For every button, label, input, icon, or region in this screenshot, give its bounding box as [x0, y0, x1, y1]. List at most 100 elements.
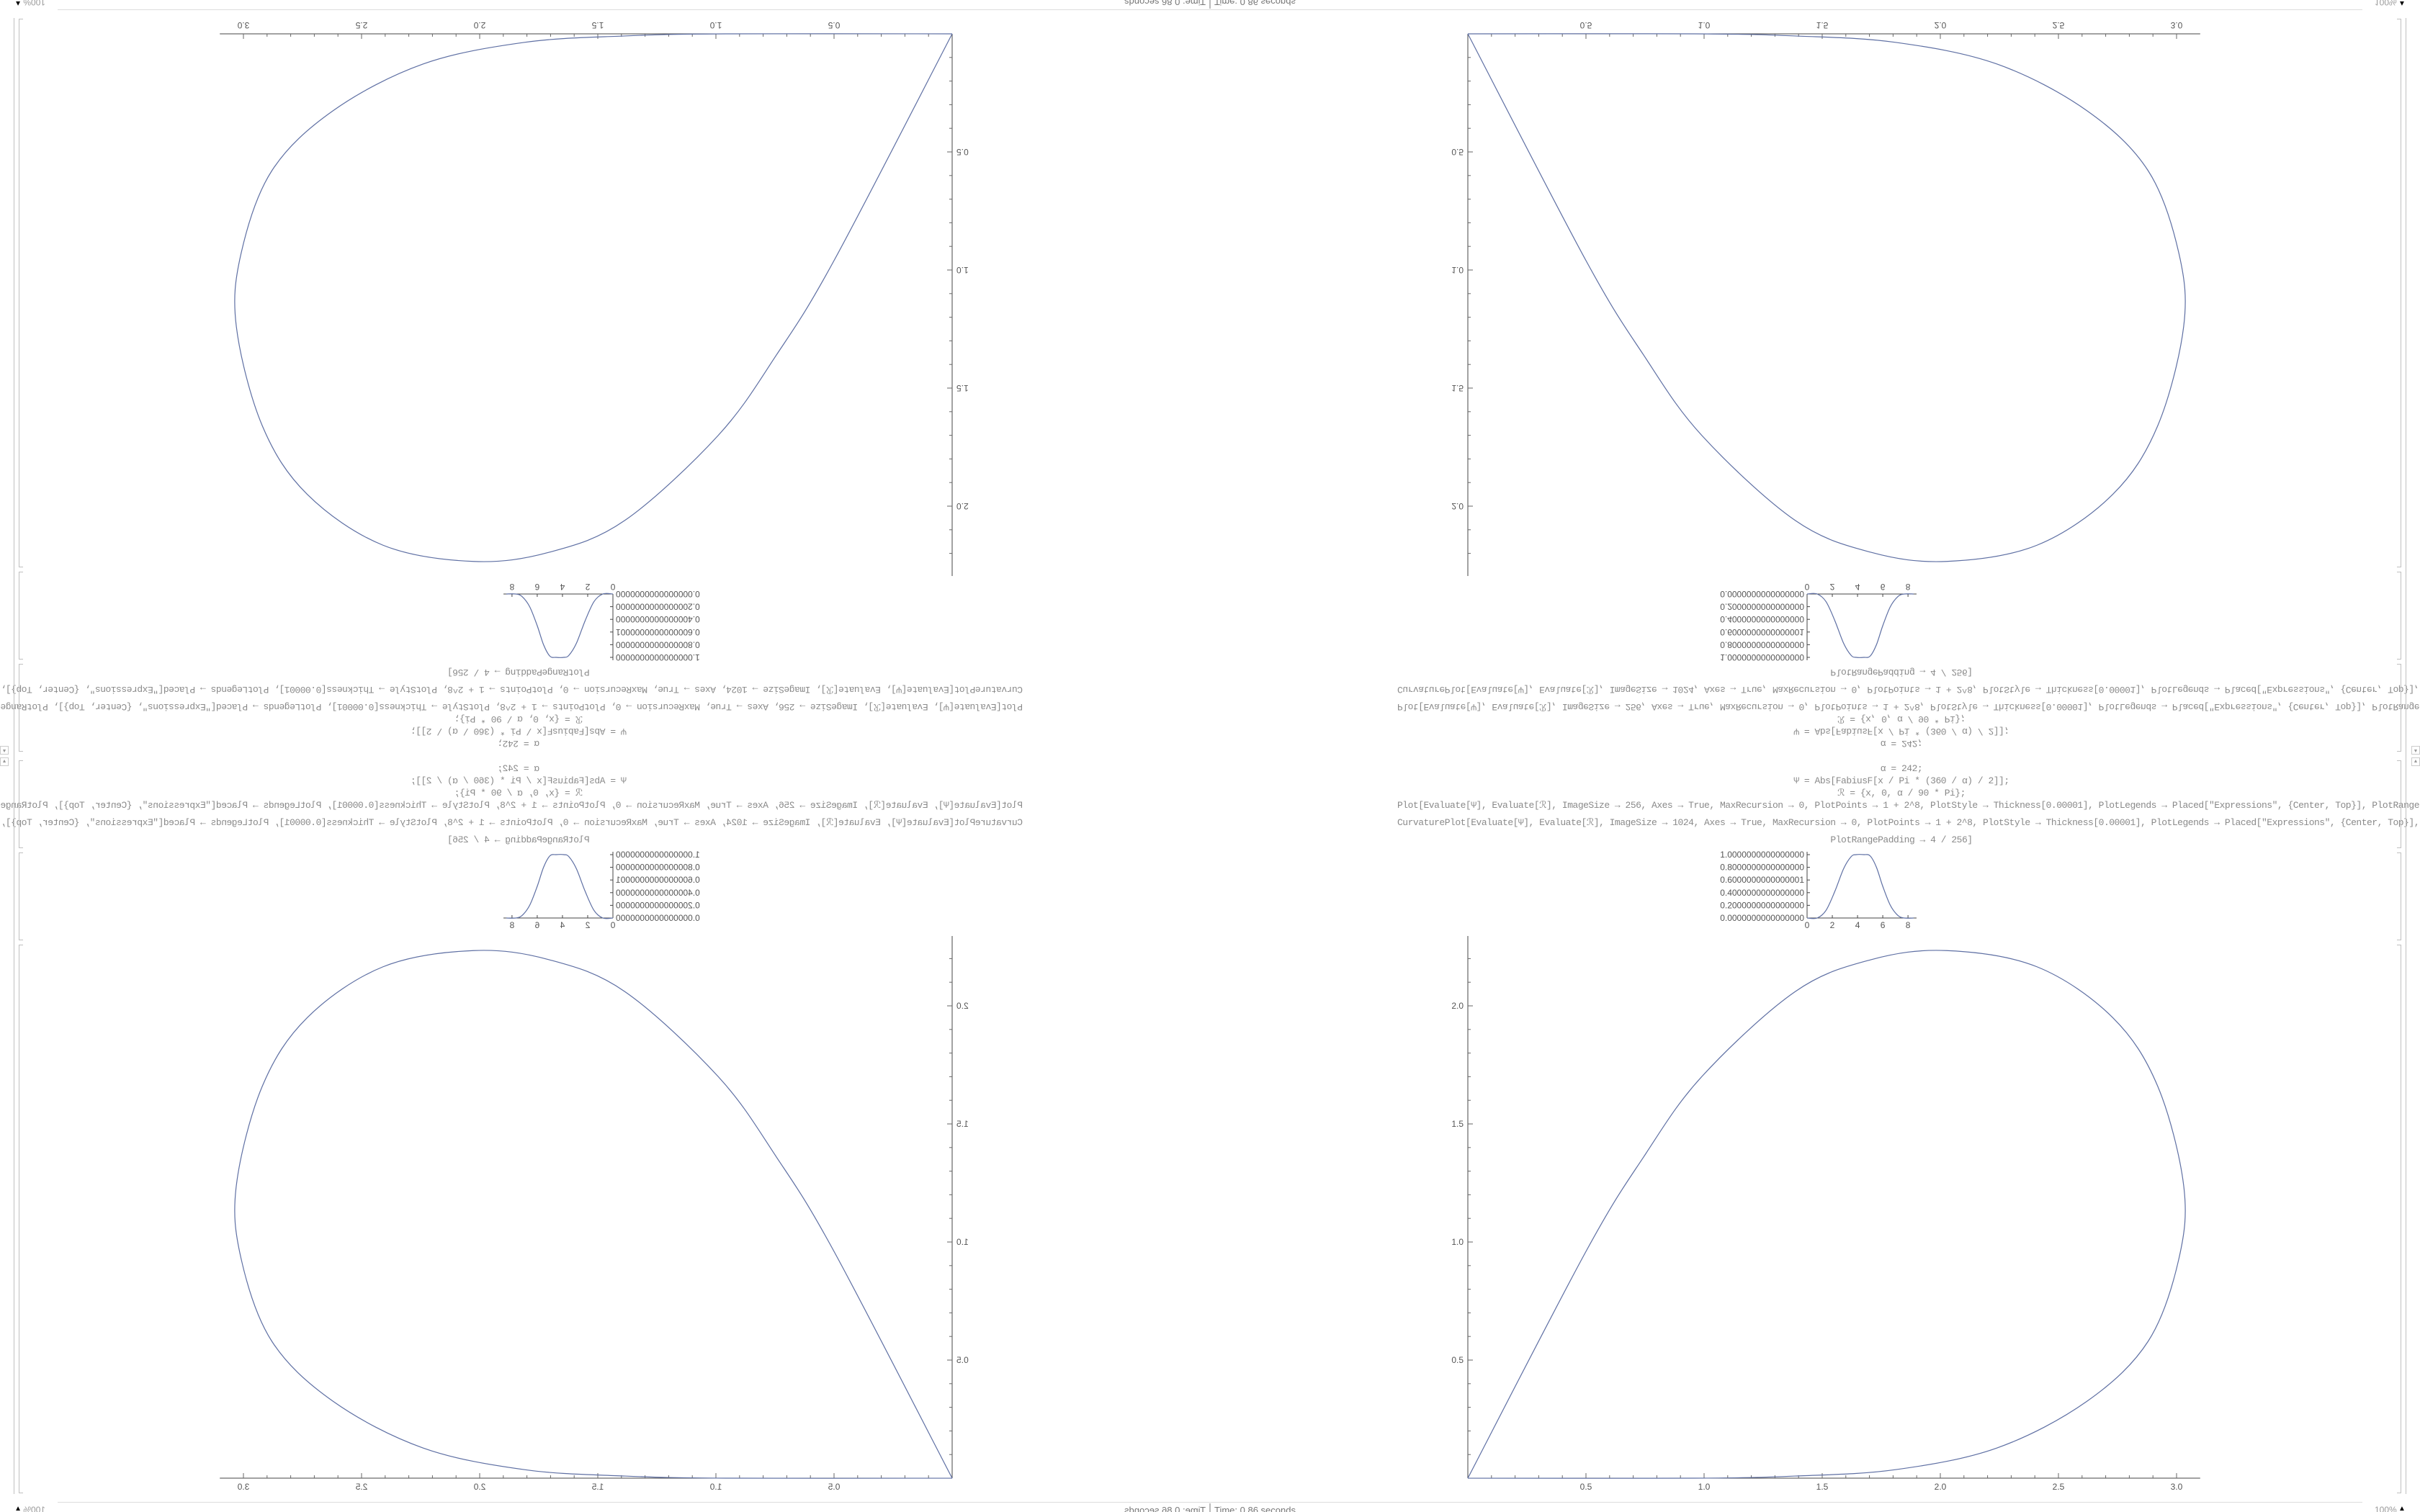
x-tick-label: 0.5 [828, 1482, 840, 1492]
output-cell-bracket[interactable] [19, 572, 23, 660]
code-line[interactable]: ℛ = {x, 0, α / 90 * Pi}; [454, 788, 583, 798]
status-divider [58, 1502, 1210, 1503]
curvature-plot: 0.5 1.0 1.5 2.0 2.5 3.0 0.5 1.0 1.5 2.0 [1451, 936, 2200, 1492]
x-tick-label: 4 [560, 582, 565, 592]
x-tick-label: 4 [1855, 920, 1860, 930]
y-tick-label: 0.4000000000000000 [616, 614, 700, 624]
y-tick-label: 1.0000000000000000 [1720, 850, 1804, 860]
code-line[interactable]: PlotRangePadding → 4 / 256] [447, 834, 590, 845]
zoom-menu-arrow-icon[interactable]: ▲ [14, 1505, 22, 1512]
output-cell-bracket[interactable] [2397, 19, 2401, 567]
status-divider [1210, 1502, 2362, 1503]
output-cell-bracket[interactable] [2397, 945, 2401, 1493]
code-line[interactable]: α = 242; [497, 763, 540, 774]
code-line[interactable]: PlotRangePadding → 4 / 256] [447, 667, 590, 678]
panel-top-right: α = 242; Ψ = Abs[FabiusF[x / Pi * (360 /… [1210, 0, 2420, 756]
y-tick-label: 1.5 [956, 383, 969, 393]
y-tick-label: 0.6000000000000001 [1720, 875, 1804, 885]
y-tick-label: 0.8000000000000000 [1720, 639, 1804, 649]
x-tick-label: 1.5 [1816, 20, 1829, 30]
input-cell-bracket[interactable] [19, 760, 23, 848]
x-tick-label: 1.0 [709, 1482, 722, 1492]
code-line[interactable]: Ψ = Abs[FabiusF[x / Pi * (360 / α) / 2]]… [411, 775, 627, 786]
y-tick-label: 0.4000000000000000 [1720, 888, 1804, 898]
fabius-plot: 0 2 4 6 8 0.0000000000000000 0.200000000000000… [503, 582, 700, 662]
y-tick-label: 2.0 [1451, 501, 1464, 511]
scroll-up-button[interactable]: ▲ [2411, 757, 2420, 766]
code-line[interactable]: Ψ = Abs[FabiusF[x / Pi * (360 / α) / 2]]… [1793, 775, 2009, 786]
y-tick-label: 2.0 [1451, 1001, 1464, 1011]
x-tick-label: 2.0 [1935, 20, 1947, 30]
zoom-menu-arrow-icon[interactable]: ▲ [2398, 0, 2406, 7]
scroll-up-button[interactable]: ▲ [0, 746, 9, 755]
y-tick-label: 0.8000000000000000 [616, 639, 700, 649]
y-tick-label: 0.5 [1451, 147, 1464, 157]
x-tick-label: 3.0 [237, 20, 249, 30]
x-tick-label: 3.0 [237, 1482, 249, 1492]
code-line[interactable]: ℛ = {x, 0, α / 90 * Pi}; [1837, 788, 1966, 798]
zoom-level[interactable]: 100% [23, 0, 45, 7]
zoom-level[interactable]: 100% [23, 1505, 45, 1512]
fabius-plot: 0 2 4 6 8 0.0000000000000000 0.200000000000000… [503, 850, 700, 930]
x-tick-label: 4 [1855, 582, 1860, 592]
code-line[interactable]: Plot[Evaluate[Ψ], Evaluate[ℛ], ImageSize… [1397, 701, 2420, 712]
x-tick-label: 2.5 [355, 1482, 367, 1492]
y-tick-label: 0.5 [1451, 1355, 1464, 1365]
x-tick-label: 1.0 [1698, 20, 1711, 30]
input-cell-bracket[interactable] [19, 664, 23, 752]
code-line[interactable]: Plot[Evaluate[Ψ], Evaluate[ℛ], ImageSize… [0, 800, 1023, 811]
code-line[interactable]: CurvaturePlot[Evaluate[Ψ], Evaluate[ℛ], … [0, 817, 1023, 828]
x-tick-label: 8 [1906, 582, 1911, 592]
y-tick-label: 0.8000000000000000 [616, 863, 700, 873]
code-line[interactable]: PlotRangePadding → 4 / 256] [1830, 834, 1973, 845]
code-line[interactable]: Plot[Evaluate[Ψ], Evaluate[ℛ], ImageSize… [0, 701, 1023, 712]
zoom-level[interactable]: 100% [2375, 1505, 2397, 1512]
code-line[interactable]: ℛ = {x, 0, α / 90 * Pi}; [1837, 714, 1966, 724]
code-line[interactable]: CurvaturePlot[Evaluate[Ψ], Evaluate[ℛ], … [1397, 684, 2420, 695]
zoom-menu-arrow-icon[interactable]: ▲ [14, 0, 22, 7]
code-line[interactable]: α = 242; [1880, 738, 1923, 749]
curvature-curve [1467, 33, 2186, 562]
code-line[interactable]: Ψ = Abs[FabiusF[x / Pi * (360 / α) / 2]]… [1793, 726, 2009, 737]
x-tick-label: 3.0 [2171, 20, 2183, 30]
status-separator [1209, 0, 1210, 9]
status-separator [1209, 1503, 1210, 1512]
output-cell-bracket[interactable] [19, 19, 23, 567]
x-tick-label: 0 [1805, 920, 1810, 930]
output-cell-bracket[interactable] [19, 852, 23, 940]
fabius-curve [1806, 593, 1914, 658]
code-line[interactable]: α = 242; [497, 738, 540, 749]
y-tick-label: 0.6000000000000001 [1720, 627, 1804, 637]
zoom-menu-arrow-icon[interactable]: ▲ [2398, 1505, 2406, 1512]
y-tick-label: 1.0000000000000000 [616, 652, 700, 662]
y-tick-label: 0.4000000000000000 [616, 888, 700, 898]
x-tick-label: 0 [1805, 582, 1810, 592]
input-cell-bracket[interactable] [2397, 664, 2401, 752]
evaluation-time: Time: 0.86 seconds [1124, 0, 1206, 7]
scroll-up-button[interactable]: ▲ [0, 757, 9, 766]
code-line[interactable]: Ψ = Abs[FabiusF[x / Pi * (360 / α) / 2]]… [411, 726, 627, 737]
x-tick-label: 1.5 [591, 1482, 604, 1492]
code-line[interactable]: Plot[Evaluate[Ψ], Evaluate[ℛ], ImageSize… [1397, 800, 2420, 811]
output-cell-bracket[interactable] [2397, 572, 2401, 660]
status-separator [1210, 0, 1211, 9]
fabius-plot: 0 2 4 6 8 0.0000000000000000 0.200000000000000… [1720, 582, 1917, 662]
code-line[interactable]: PlotRangePadding → 4 / 256] [1830, 667, 1973, 678]
fabius-curve [1806, 854, 1914, 919]
status-divider [1210, 9, 2362, 10]
scroll-up-button[interactable]: ▲ [2411, 746, 2420, 755]
zoom-level[interactable]: 100% [2375, 0, 2397, 7]
output-cell-bracket[interactable] [2397, 852, 2401, 940]
x-tick-label: 2.5 [2053, 1482, 2065, 1492]
x-tick-label: 1.5 [591, 20, 604, 30]
code-line[interactable]: CurvaturePlot[Evaluate[Ψ], Evaluate[ℛ], … [0, 684, 1023, 695]
output-cell-bracket[interactable] [19, 945, 23, 1493]
input-cell-bracket[interactable] [2397, 760, 2401, 848]
y-tick-label: 0.0000000000000000 [1720, 913, 1804, 923]
code-line[interactable]: α = 242; [1880, 763, 1923, 774]
x-tick-label: 2.0 [473, 1482, 485, 1492]
code-line[interactable]: ℛ = {x, 0, α / 90 * Pi}; [454, 714, 583, 724]
code-line[interactable]: CurvaturePlot[Evaluate[Ψ], Evaluate[ℛ], … [1397, 817, 2420, 828]
curvature-plot: 0.5 1.0 1.5 2.0 2.5 3.0 0.5 1.0 1.5 2.0 [220, 20, 969, 576]
y-tick-label: 1.0000000000000000 [616, 850, 700, 860]
